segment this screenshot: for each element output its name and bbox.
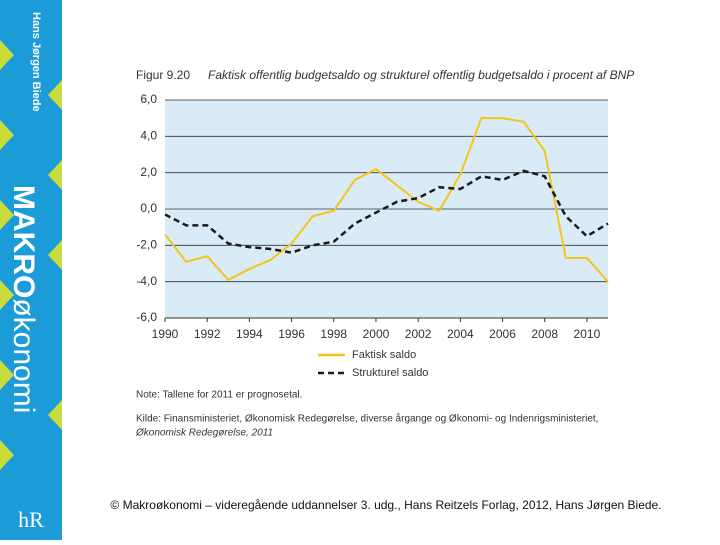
spine-title-rest: økonomi (7, 298, 40, 413)
spine-title-bold: MAKRO (7, 185, 40, 298)
chart-title: Faktisk offentlig budgetsaldo og struktu… (208, 68, 634, 82)
note: Note: Tallene for 2011 er prognosetal. (136, 390, 302, 401)
y-tick-label: 4,0 (140, 129, 157, 143)
x-tick-label: 2002 (405, 327, 432, 341)
x-tick-label: 1994 (236, 327, 263, 341)
x-tick-label: 1996 (278, 327, 305, 341)
series-line (164, 169, 609, 254)
legend-label: Strukturel saldo (352, 367, 428, 379)
spine-title: MAKROøkonomi (7, 185, 40, 413)
footer: © Makroøkonomi – videregående uddannelse… (110, 498, 661, 512)
spine-author: Hans Jørgen Biede (30, 12, 42, 112)
x-tick-label: 2006 (489, 327, 516, 341)
x-tick-label: 2000 (363, 327, 390, 341)
x-tick-label: 2010 (574, 327, 601, 341)
y-tick-label: -2,0 (136, 238, 157, 252)
figure-label: Figur 9.20 (136, 68, 190, 82)
x-tick-label: 2004 (447, 327, 474, 341)
spine-decoration (0, 40, 62, 470)
book-spine (0, 0, 62, 540)
y-tick-label: 2,0 (140, 165, 157, 179)
x-tick-label: 1992 (194, 327, 221, 341)
x-tick-label: 2008 (531, 327, 558, 341)
x-tick-label: 1990 (152, 327, 179, 341)
y-tick-label: -4,0 (136, 274, 157, 288)
y-tick-label: 0,0 (140, 201, 157, 215)
source-cont: Økonomisk Redegørelse, 2011 (135, 428, 273, 439)
source: Kilde: Finansministeriet, Økonomisk Rede… (136, 413, 598, 425)
y-tick-label: -6,0 (136, 310, 157, 324)
legend-label: Faktisk saldo (352, 349, 416, 361)
series-line (164, 117, 609, 283)
y-tick-label: 6,0 (140, 92, 157, 106)
spine-logo: hR (18, 507, 44, 532)
x-tick-label: 1998 (320, 327, 347, 341)
